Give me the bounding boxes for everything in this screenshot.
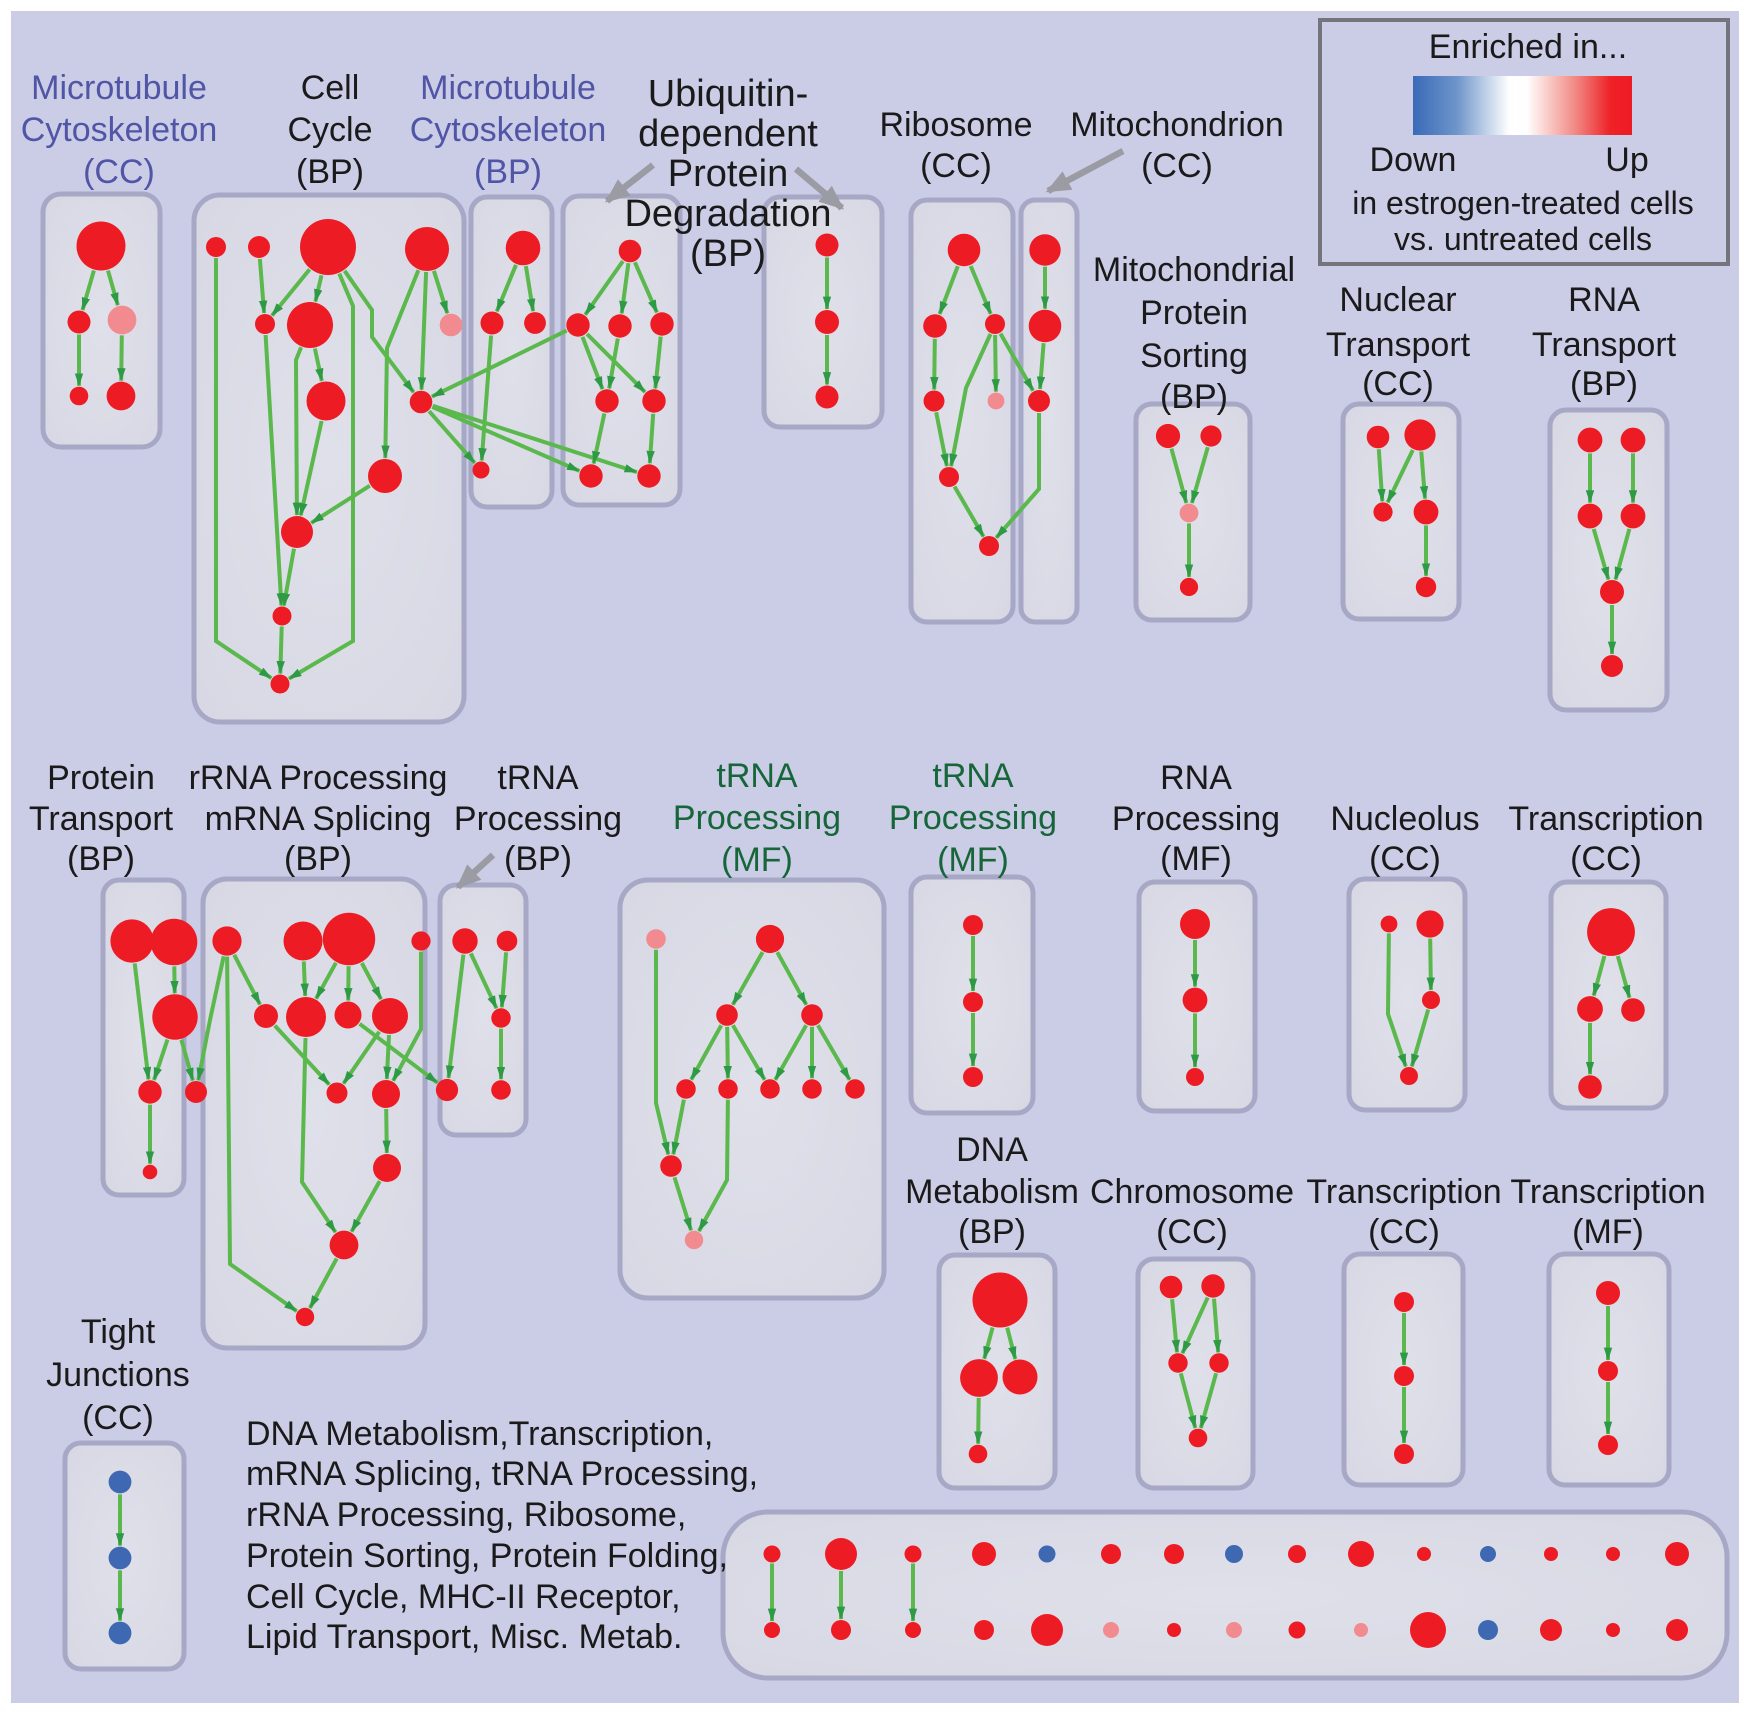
svg-text:rRNA Processing: rRNA Processing xyxy=(189,759,448,797)
svg-text:(BP): (BP) xyxy=(958,1213,1026,1251)
svg-text:Lipid Transport, Misc. Metab.: Lipid Transport, Misc. Metab. xyxy=(246,1618,683,1656)
svg-text:(CC): (CC) xyxy=(1570,840,1642,878)
svg-text:Transcription: Transcription xyxy=(1306,1173,1501,1211)
svg-text:Enriched in...: Enriched in... xyxy=(1429,28,1627,66)
svg-text:(BP): (BP) xyxy=(1570,365,1638,403)
svg-text:rRNA Processing, Ribosome,: rRNA Processing, Ribosome, xyxy=(246,1496,686,1534)
svg-text:(CC): (CC) xyxy=(920,147,992,185)
svg-text:Cytoskeleton: Cytoskeleton xyxy=(21,111,218,149)
svg-text:RNA: RNA xyxy=(1160,759,1232,797)
svg-text:Ribosome: Ribosome xyxy=(879,106,1032,144)
svg-text:Processing: Processing xyxy=(454,800,622,838)
svg-text:vs. untreated cells: vs. untreated cells xyxy=(1394,221,1652,257)
svg-text:Protein: Protein xyxy=(47,759,155,797)
svg-text:(BP): (BP) xyxy=(1160,378,1228,416)
svg-text:mRNA Splicing, tRNA Processing: mRNA Splicing, tRNA Processing, xyxy=(246,1455,758,1493)
svg-text:(CC): (CC) xyxy=(1156,1213,1228,1251)
svg-text:(BP): (BP) xyxy=(690,233,766,275)
svg-text:Processing: Processing xyxy=(889,799,1057,837)
svg-text:Nucleolus: Nucleolus xyxy=(1330,800,1479,838)
svg-text:Microtubule: Microtubule xyxy=(31,69,207,107)
svg-text:RNA: RNA xyxy=(1568,281,1640,319)
svg-text:Processing: Processing xyxy=(673,799,841,837)
svg-text:(CC): (CC) xyxy=(82,1399,154,1437)
svg-text:(BP): (BP) xyxy=(296,153,364,191)
svg-text:(CC): (CC) xyxy=(1369,840,1441,878)
svg-text:Tight: Tight xyxy=(81,1313,156,1351)
svg-text:(BP): (BP) xyxy=(504,840,572,878)
svg-text:Nuclear: Nuclear xyxy=(1339,281,1456,319)
svg-text:(MF): (MF) xyxy=(937,841,1009,879)
svg-text:tRNA: tRNA xyxy=(932,757,1014,795)
svg-text:(BP): (BP) xyxy=(474,153,542,191)
svg-text:DNA Metabolism,Transcription,: DNA Metabolism,Transcription, xyxy=(246,1415,713,1453)
svg-text:Transport: Transport xyxy=(1326,326,1471,364)
svg-text:Processing: Processing xyxy=(1112,800,1280,838)
svg-text:Cytoskeleton: Cytoskeleton xyxy=(410,111,607,149)
svg-text:Up: Up xyxy=(1605,141,1648,179)
svg-text:(CC): (CC) xyxy=(1368,1213,1440,1251)
svg-text:Junctions: Junctions xyxy=(46,1356,190,1394)
svg-text:(CC): (CC) xyxy=(1141,147,1213,185)
svg-text:Protein Sorting, Protein Foldi: Protein Sorting, Protein Folding, xyxy=(246,1537,728,1575)
svg-text:(MF): (MF) xyxy=(1160,840,1232,878)
svg-text:(MF): (MF) xyxy=(1572,1213,1644,1251)
svg-text:Chromosome: Chromosome xyxy=(1090,1173,1294,1211)
svg-text:Cell Cycle, MHC-II Receptor,: Cell Cycle, MHC-II Receptor, xyxy=(246,1578,681,1616)
svg-text:(CC): (CC) xyxy=(83,153,155,191)
svg-text:tRNA: tRNA xyxy=(497,759,579,797)
svg-text:(MF): (MF) xyxy=(721,841,793,879)
svg-text:Transcription: Transcription xyxy=(1510,1173,1705,1211)
svg-text:Transcription: Transcription xyxy=(1508,800,1703,838)
svg-text:Cycle: Cycle xyxy=(287,111,372,149)
svg-text:Cell: Cell xyxy=(301,69,360,107)
svg-text:Transport: Transport xyxy=(1532,326,1677,364)
svg-text:in estrogen-treated cells: in estrogen-treated cells xyxy=(1352,185,1694,221)
svg-text:Down: Down xyxy=(1370,141,1457,179)
svg-text:Protein: Protein xyxy=(1140,294,1248,332)
svg-text:Mitochondrion: Mitochondrion xyxy=(1070,106,1284,144)
svg-text:DNA: DNA xyxy=(956,1131,1028,1169)
svg-text:tRNA: tRNA xyxy=(716,757,798,795)
svg-text:(BP): (BP) xyxy=(67,840,135,878)
svg-text:Transport: Transport xyxy=(29,800,174,838)
svg-text:Microtubule: Microtubule xyxy=(420,69,596,107)
svg-text:dependent: dependent xyxy=(638,113,818,155)
svg-text:(BP): (BP) xyxy=(284,840,352,878)
svg-text:Protein: Protein xyxy=(668,153,788,195)
svg-text:Mitochondrial: Mitochondrial xyxy=(1093,251,1295,289)
svg-text:Degradation: Degradation xyxy=(624,193,831,235)
svg-text:Metabolism: Metabolism xyxy=(905,1173,1079,1211)
svg-text:Sorting: Sorting xyxy=(1140,337,1248,375)
svg-text:mRNA Splicing: mRNA Splicing xyxy=(205,800,432,838)
svg-text:Ubiquitin-: Ubiquitin- xyxy=(648,73,809,115)
svg-text:(CC): (CC) xyxy=(1362,365,1434,403)
